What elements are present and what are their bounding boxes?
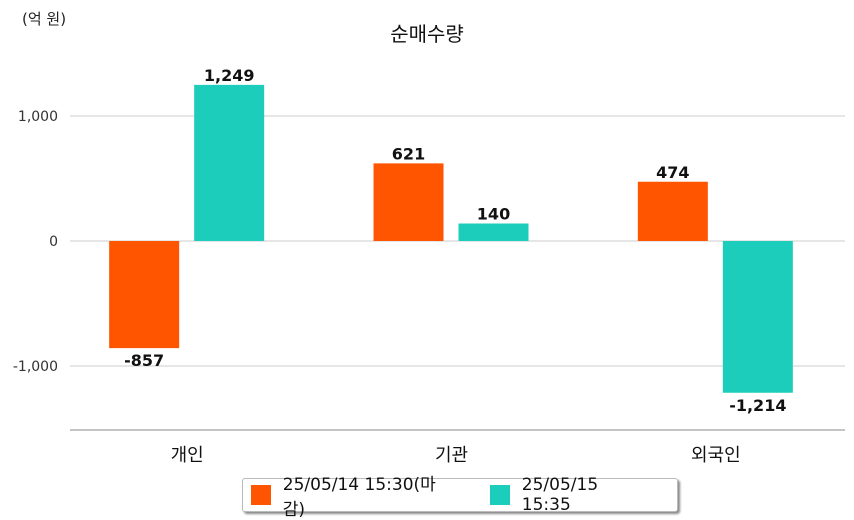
unit-label: (억 원) — [22, 10, 67, 28]
bar — [722, 241, 793, 393]
legend-item-0[interactable]: 25/05/14 15:30(마감) — [251, 470, 456, 520]
x-tick-label: 개인 — [171, 445, 204, 466]
data-label: 621 — [392, 144, 425, 163]
y-tick-label: 1,000 — [18, 109, 58, 125]
x-tick-label: 외국인 — [691, 445, 741, 466]
bar — [194, 84, 265, 241]
y-tick-label: -1,000 — [13, 359, 58, 375]
bar — [373, 163, 444, 241]
y-tick-label: 0 — [49, 234, 58, 250]
legend-swatch — [251, 485, 271, 505]
legend-label: 25/05/15 15:35 — [521, 475, 599, 515]
legend-swatch — [490, 485, 510, 505]
data-label: 474 — [656, 163, 689, 182]
bar — [637, 181, 708, 241]
chart-title: 순매수량 — [390, 22, 464, 46]
legend-item-1[interactable]: 25/05/15 15:35 — [490, 475, 651, 515]
data-label: -1,214 — [729, 396, 786, 415]
plot-area: 1,000 0 -1,000 개인 -857 1,249 기관 621 140 외국인 474 -1,… — [13, 66, 845, 466]
x-tick-label: 기관 — [435, 445, 468, 466]
legend-label: 25/05/14 15:30(마감) — [282, 475, 436, 520]
data-label: 140 — [477, 205, 510, 224]
data-label: 1,249 — [204, 66, 255, 85]
bar — [109, 241, 180, 349]
data-label: -857 — [124, 351, 164, 370]
bar — [458, 223, 529, 241]
legend: 25/05/14 15:30(마감) 25/05/15 15:35 — [242, 475, 678, 520]
